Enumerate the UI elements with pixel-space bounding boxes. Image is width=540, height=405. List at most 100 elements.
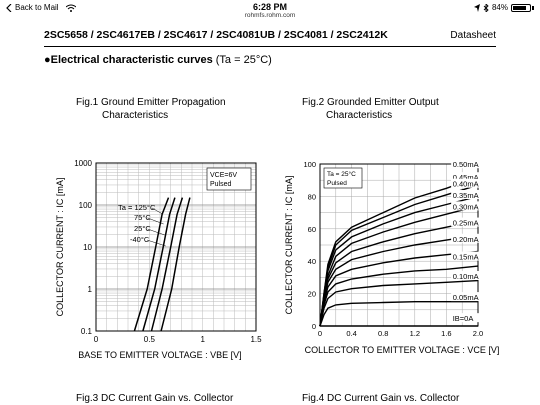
section-condition: (Ta = 25°C): [215, 54, 272, 66]
fig2-y-axis-label: COLLECTOR CURRENT : IC [mA]: [284, 176, 294, 315]
fig2-curve-label: 0.15mA: [453, 253, 479, 262]
bluetooth-icon: [483, 3, 489, 12]
fig1-y-tick-label: 100: [79, 201, 93, 210]
fig1-label-leader: [146, 239, 166, 247]
fig2-curve-label-bg: [451, 201, 482, 211]
fig2-curve-label: 0.30mA: [453, 202, 479, 211]
section-title: ●Electrical characteristic curves (Ta = …: [44, 54, 272, 66]
fig2-x-axis-label: COLLECTOR TO EMITTER VOLTAGE : VCE [V]: [305, 345, 500, 355]
part-numbers: 2SC5658 / 2SC4617EB / 2SC4617 / 2SC4081U…: [44, 29, 388, 41]
fig1-curve: [142, 197, 176, 332]
fig1-title-line2: Characteristics: [102, 110, 169, 121]
fig2-curve-label: 0.45mA: [453, 173, 479, 182]
fig1-condition-box: [206, 167, 252, 191]
battery-fill: [513, 5, 527, 10]
fig2-curve-label-bg: [451, 313, 482, 323]
fig2-curve-label-bg: [451, 172, 482, 182]
fig1-condition-line1: VCE=6V: [210, 172, 237, 179]
fig2-curve-label-bg: [451, 217, 482, 227]
fig1-curve: [160, 197, 191, 332]
fig2-x-tick-label: 1.2: [410, 329, 420, 338]
fig1-chart: 1000 100 10 1 0.10 0.5 1 1.5 VCE=6V Pulsed Ta = 12…: [55, 159, 262, 360]
fig2-title-line2: Characteristics: [326, 110, 393, 121]
fig1-condition-line2: Pulsed: [210, 181, 232, 188]
fig2-curve-label: 0.50mA: [453, 160, 479, 169]
page-url[interactable]: rohmfs.rohm.com: [244, 12, 296, 19]
back-label: Back to Mail: [15, 3, 59, 12]
battery-percent: 84%: [491, 3, 508, 12]
fig2-y-tick-label: 40: [308, 257, 316, 266]
fig2-y-tick-label: 20: [308, 290, 316, 299]
bullet-icon: ●: [44, 54, 51, 66]
fig2-x-tick-label: 2.0: [473, 329, 483, 338]
fig2-curve-label: 0.20mA: [453, 235, 479, 244]
fig2-curve: [319, 265, 479, 327]
fig2-condition-line2: Pulsed: [327, 180, 347, 187]
battery-cap: [532, 5, 534, 10]
status-right: 84%: [473, 3, 534, 12]
doc-type: Datasheet: [450, 30, 496, 41]
document-page: 2SC5658 / 2SC4617EB / 2SC4617 / 2SC4081U…: [0, 20, 540, 405]
fig1-x-tick-label: 0: [94, 335, 99, 344]
fig2-title: Fig.2 Grounded Emitter Output Characteri…: [302, 96, 439, 122]
fig3-title: Fig.3 DC Current Gain vs. Collector: [76, 393, 234, 404]
fig2-curve-label-bg: [451, 271, 482, 281]
fig2-x-tick-label: 0.8: [378, 329, 388, 338]
status-time: 6:28 PM: [252, 2, 287, 12]
fig2-condition-line1: Ta = 25°C: [327, 170, 356, 178]
fig2-curve-label-bg: [451, 159, 482, 169]
fig1-y-tick-label: 1: [88, 285, 93, 294]
fig2-curve-label: 0.05mA: [453, 293, 479, 302]
fig2-curve: [319, 279, 479, 327]
fig2-y-tick-label: 60: [308, 225, 316, 234]
location-arrow-icon: [473, 3, 480, 12]
fig1-x-tick-label: 1: [200, 335, 205, 344]
fig1-x-tick-label: 0.5: [144, 335, 156, 344]
fig2-curve: [319, 300, 478, 327]
fig2-y-tick-label: 80: [308, 192, 316, 201]
fig1-plot-frame: [95, 162, 257, 332]
fig2-curve-label-bg: [451, 233, 482, 243]
back-to-mail-button[interactable]: Back to Mail: [6, 3, 76, 12]
fig2-x-tick-label: 0.4: [346, 329, 356, 338]
fig1-curve-label: 25°C: [134, 224, 151, 233]
fig2-x-tick-label: 1.6: [441, 329, 451, 338]
fig1-curve: [133, 197, 170, 332]
fig2-x-tick-label: 0: [318, 329, 322, 338]
fig2-y-tick-label: 100: [303, 160, 316, 169]
fig2-curve-label: 0.35mA: [453, 191, 479, 200]
fig1-y-axis-label: COLLECTOR CURRENT : IC [mA]: [55, 178, 65, 317]
fig2-condition-box: [323, 167, 363, 189]
fig1-title-line1: Fig.1 Ground Emitter Propagation: [76, 97, 226, 108]
fig1-curve: [150, 197, 184, 332]
fig1-label-leader: [147, 217, 164, 225]
fig1-curve-label: Ta = 125°C: [118, 203, 156, 212]
fig1-y-tick-label: 0.1: [81, 327, 93, 336]
battery-icon: [511, 3, 531, 12]
fig2-curve-label-bg: [451, 292, 482, 302]
fig1-label-leader: [147, 228, 165, 236]
document-header: 2SC5658 / 2SC4617EB / 2SC4617 / 2SC4081U…: [44, 28, 496, 47]
fig2-curve-label-bg: [451, 178, 482, 188]
fig2-curve-label: 0.40mA: [453, 180, 479, 189]
wifi-icon: [65, 4, 76, 12]
fig2-curve-label: IB=0A: [453, 314, 474, 323]
fig4-title: Fig.4 DC Current Gain vs. Collector: [302, 393, 460, 404]
fig2-curve-label: 0.10mA: [453, 272, 479, 281]
fig1-curve-label: 75°C: [134, 213, 151, 222]
fig2-curve-label-bg: [451, 190, 482, 200]
fig1-label-leader: [151, 207, 163, 215]
fig1-x-tick-label: 1.5: [250, 335, 262, 344]
fig1-y-tick-label: 1000: [74, 159, 92, 168]
fig2-chart: 100 80 60 40 20 00 0.4 0.8 1.2 1.6 2.0 0.50mA 0.45mA…: [284, 159, 500, 355]
fig2-y-tick-label: 0: [312, 322, 316, 331]
status-bar: Back to Mail 6:28 PM rohmfs.rohm.com 84%: [0, 0, 540, 20]
back-arrow-icon: [6, 3, 12, 12]
fig1-curve-label: -40°C: [130, 235, 150, 244]
section-title-text: Electrical characteristic curves: [50, 54, 213, 66]
fig2-curve-label: 0.25mA: [453, 219, 479, 228]
fig2-title-line1: Fig.2 Grounded Emitter Output: [302, 97, 439, 108]
fig2-curve: [319, 250, 479, 327]
fig1-x-axis-label: BASE TO EMITTER VOLTAGE : VBE [V]: [78, 350, 241, 360]
fig1-title: Fig.1 Ground Emitter Propagation Charact…: [76, 96, 226, 122]
